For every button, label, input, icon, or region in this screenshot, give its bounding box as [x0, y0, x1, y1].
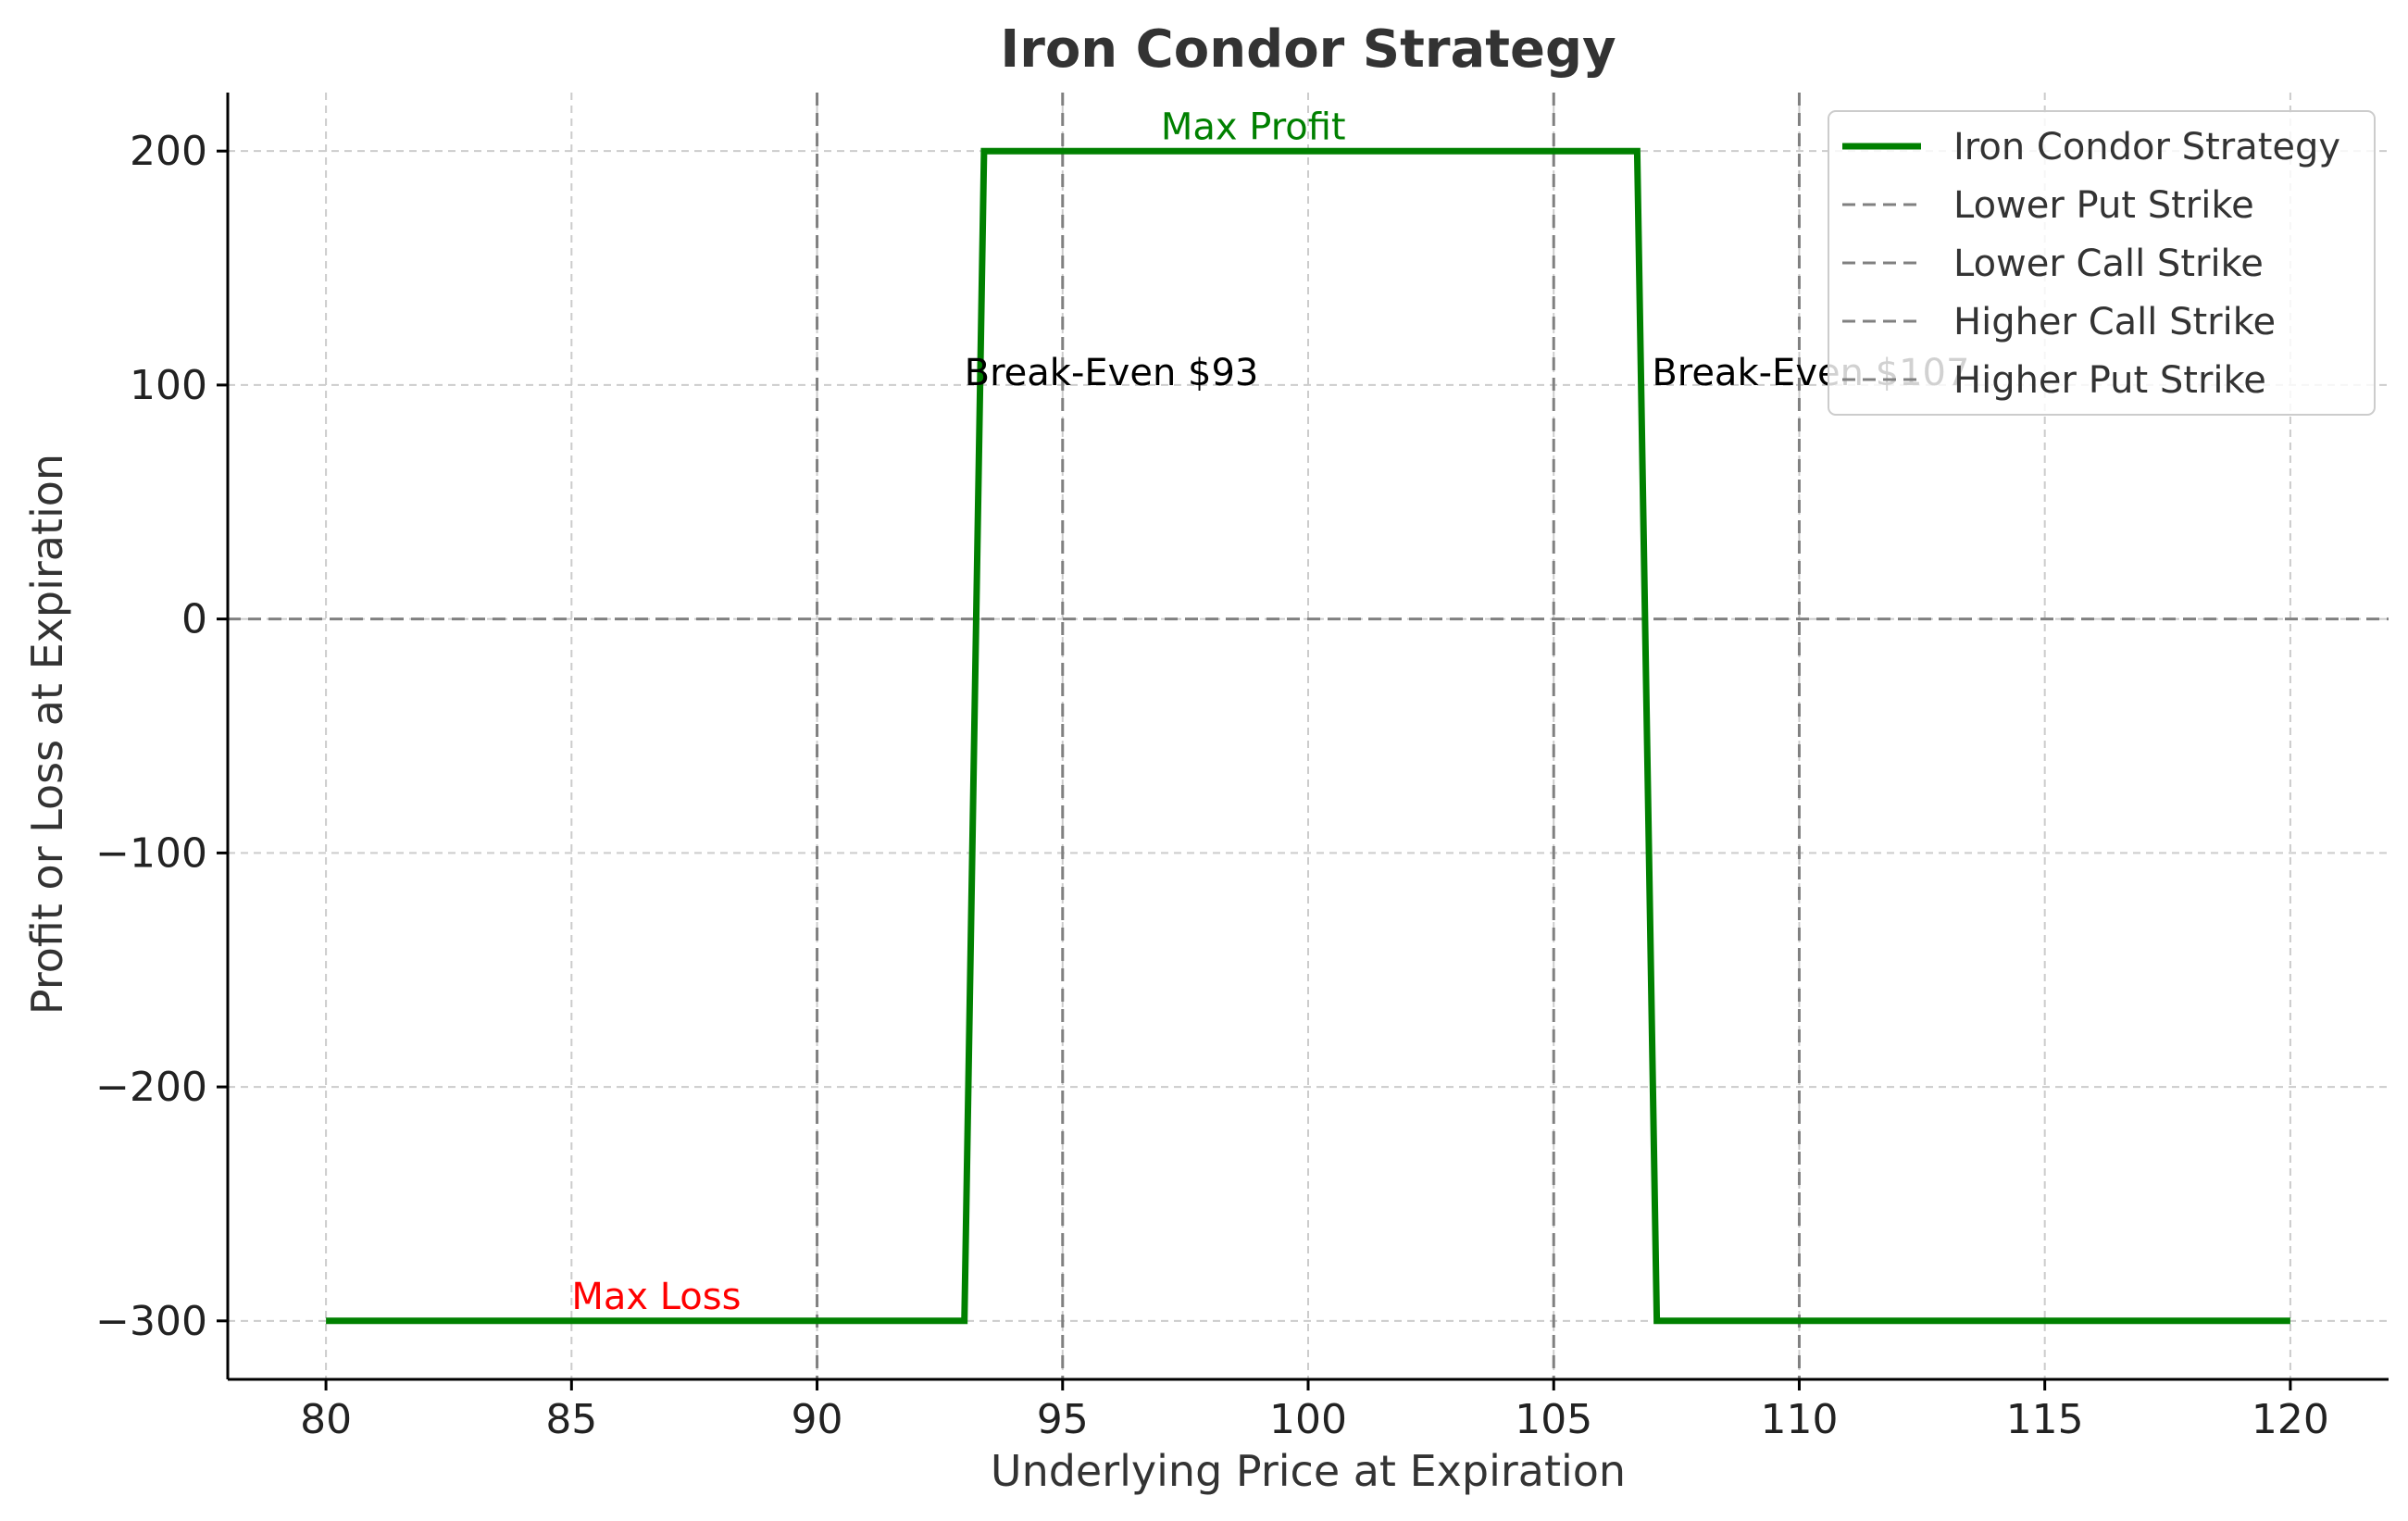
legend-label-lower-call-strike: Lower Call Strike [1953, 243, 2264, 285]
legend: Iron Condor Strategy Lower Put Strike Lowe… [1828, 110, 2376, 416]
annotation-max-loss: Max Loss [571, 1276, 741, 1318]
x-tick-label: 115 [2006, 1396, 2084, 1443]
reference-line-layer [228, 93, 2389, 1379]
y-tick-label: 200 [130, 128, 207, 175]
y-tick-label: −300 [95, 1298, 207, 1345]
legend-label-lower-put-strike: Lower Put Strike [1953, 184, 2254, 227]
legend-frame [1828, 110, 2376, 416]
x-tick-label: 95 [1037, 1396, 1089, 1443]
y-tick-label: 100 [130, 362, 207, 409]
x-tick-label: 110 [1760, 1396, 1838, 1443]
legend-label-higher-call-strike: Higher Call Strike [1953, 301, 2276, 343]
series-layer [326, 147, 2290, 1325]
y-tick-label: −100 [95, 829, 207, 877]
x-tick-label: 100 [1269, 1396, 1347, 1443]
x-axis-label: Underlying Price at Expiration [991, 1446, 1626, 1496]
x-tick-label: 105 [1515, 1396, 1592, 1443]
annotation-break-even-93: Break-Even $93 [965, 352, 1259, 394]
series-line-iron-condor [326, 147, 2290, 1325]
y-tick-label: −200 [95, 1064, 207, 1111]
axes-layer: 80 85 90 95 100 105 110 115 120 −300 −200 −100 0 100 2… [95, 93, 2389, 1443]
x-tick-label: 90 [792, 1396, 843, 1443]
legend-label-iron-condor-strategy: Iron Condor Strategy [1953, 126, 2340, 168]
chart-title: Iron Condor Strategy [1000, 19, 1616, 80]
x-tick-label: 120 [2252, 1396, 2329, 1443]
annotation-max-profit: Max Profit [1161, 106, 1346, 149]
y-axis-label: Profit or Loss at Expiration [22, 454, 72, 1015]
legend-label-higher-put-strike: Higher Put Strike [1953, 359, 2266, 402]
y-tick-label: 0 [181, 596, 207, 643]
x-tick-label: 85 [545, 1396, 597, 1443]
x-tick-label: 80 [300, 1396, 352, 1443]
